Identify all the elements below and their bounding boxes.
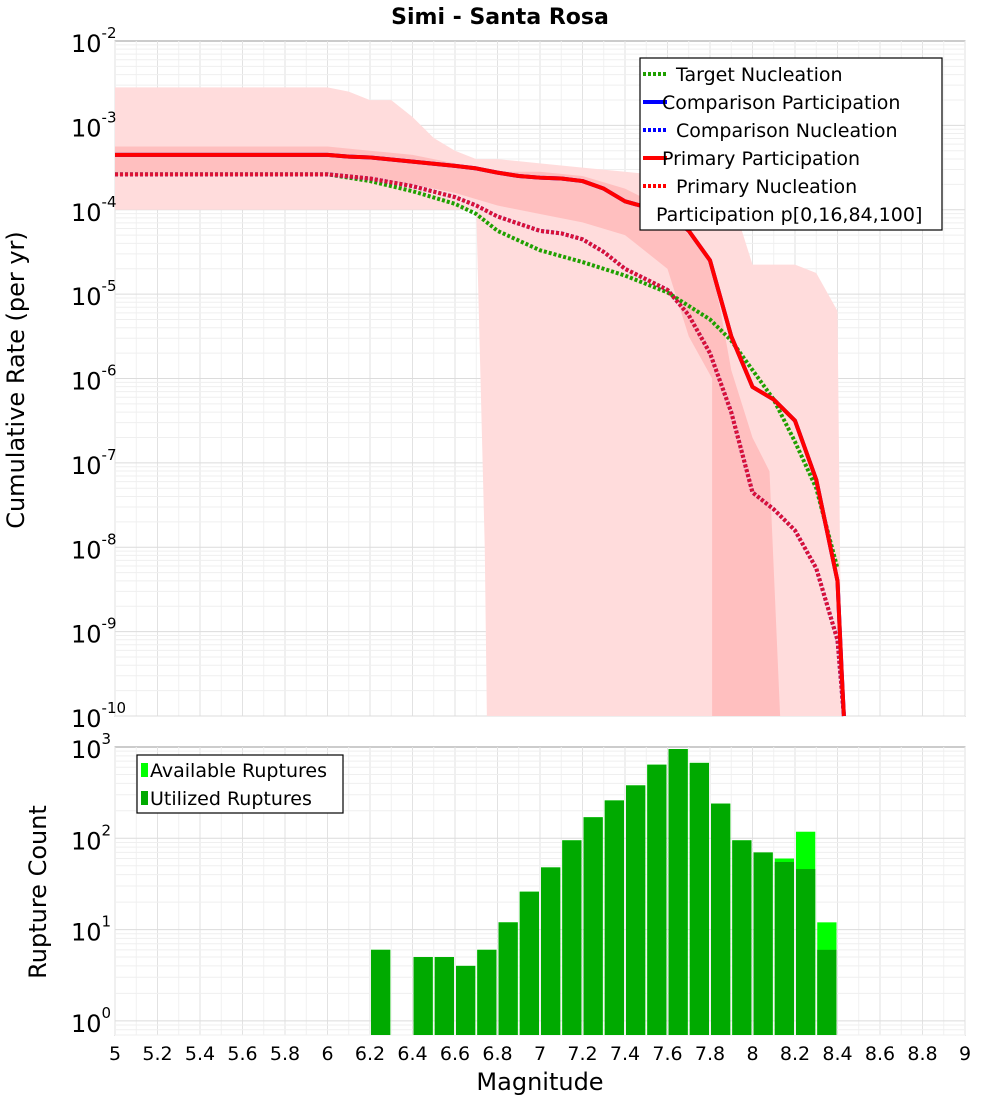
bottom-legend-label: Available Ruptures <box>150 760 327 782</box>
bottom-x-ticks: 5 5.2 5.4 5.6 5.8 6 6.2 6.4 6.6 6.8 7 7.2 7.4 7.6 7.8 8… <box>109 1043 971 1065</box>
top-y-tick-label: 10-8 <box>71 530 117 564</box>
bar-utilized <box>604 800 624 1035</box>
top-y-tick-label: 10-3 <box>71 108 117 142</box>
band-p16-p84 <box>115 146 781 716</box>
x-tick-label: 5.6 <box>227 1043 257 1065</box>
top-legend-label: Target Nucleation <box>675 64 843 86</box>
bar-utilized <box>711 803 731 1035</box>
x-tick-label: 7 <box>534 1043 546 1065</box>
x-tick-label: 6.4 <box>397 1043 427 1065</box>
top-y-tick-label: 10-4 <box>71 193 117 227</box>
x-tick-label: 6.6 <box>440 1043 470 1065</box>
top-bands <box>115 87 842 716</box>
bottom-legend-box <box>136 754 344 814</box>
top-y-ticks: 10-10 10-9 10-8 10-7 10-6 10-5 10-4 10-3 10-2 <box>71 24 126 733</box>
top-y-tick-label: 10-9 <box>71 615 117 649</box>
x-tick-label: 5.4 <box>185 1043 215 1065</box>
x-tick-label: 8.6 <box>865 1043 895 1065</box>
bottom-y-ticks: 100 101 102 103 <box>71 730 111 1038</box>
top-y-tick-label: 10-5 <box>71 277 117 311</box>
top-plot: 10-10 10-9 10-8 10-7 10-6 10-5 10-4 10-3 10-2 Si… <box>2 5 966 733</box>
bar-utilized <box>732 840 752 1035</box>
bar-utilized <box>583 817 603 1035</box>
bar-utilized <box>647 764 667 1035</box>
x-tick-label: 8 <box>746 1043 758 1065</box>
bar-utilized <box>626 785 646 1035</box>
bar-utilized <box>413 957 433 1035</box>
bottom-legend: Available Ruptures Utilized Ruptures <box>136 754 344 814</box>
bar-utilized <box>456 965 476 1035</box>
x-tick-label: 7.8 <box>695 1043 725 1065</box>
bar-utilized <box>817 949 837 1035</box>
top-legend-label: Participation p[0,16,84,100] <box>656 204 922 226</box>
bar-utilized <box>668 749 688 1035</box>
x-tick-label: 8.4 <box>822 1043 852 1065</box>
series-primary-participation <box>115 152 846 717</box>
bar-utilized <box>477 949 497 1035</box>
bottom-y-tick-label: 103 <box>71 730 111 764</box>
x-tick-label: 7.2 <box>567 1043 597 1065</box>
top-y-axis-label: Cumulative Rate (per yr) <box>2 231 30 529</box>
chart-title: Simi - Santa Rosa <box>391 5 609 30</box>
top-legend-label: Comparison Participation <box>662 92 900 114</box>
bottom-y-axis-label: Rupture Count <box>24 805 52 979</box>
bar-utilized <box>689 762 709 1035</box>
bar-utilized <box>498 922 518 1035</box>
x-tick-label: 9 <box>959 1043 971 1065</box>
bar-utilized <box>774 861 794 1035</box>
bottom-bars <box>371 749 837 1035</box>
bar-utilized <box>753 852 773 1035</box>
bar-utilized <box>434 957 454 1035</box>
x-tick-label: 5 <box>109 1043 121 1065</box>
x-tick-label: 8.8 <box>907 1043 937 1065</box>
x-tick-label: 7.6 <box>652 1043 682 1065</box>
top-legend-label: Primary Nucleation <box>676 176 857 198</box>
bar-utilized <box>796 869 816 1035</box>
bar-utilized <box>371 949 391 1035</box>
top-y-tick-label: 10-6 <box>71 362 117 396</box>
x-tick-label: 5.8 <box>270 1043 300 1065</box>
bar-utilized <box>562 840 582 1035</box>
series-target-nucleation <box>115 172 840 569</box>
bottom-legend-label: Utilized Ruptures <box>150 788 312 810</box>
bottom-legend-swatch <box>141 763 148 777</box>
bottom-legend-swatch <box>141 791 148 805</box>
x-tick-label: 6 <box>321 1043 333 1065</box>
bottom-y-tick-label: 102 <box>71 821 111 855</box>
top-series <box>115 152 846 717</box>
top-y-tick-label: 10-2 <box>71 24 117 58</box>
x-tick-label: 8.2 <box>780 1043 810 1065</box>
bottom-y-tick-label: 101 <box>71 913 111 947</box>
top-legend: Target Nucleation Comparison Participatio… <box>639 57 943 231</box>
top-y-tick-label: 10-7 <box>71 446 117 480</box>
top-legend-label: Comparison Nucleation <box>676 120 898 142</box>
series-primary-nucleation <box>115 172 846 717</box>
top-y-tick-label: 10-10 <box>71 699 126 733</box>
x-axis-label: Magnitude <box>476 1068 603 1096</box>
x-tick-label: 7.4 <box>610 1043 640 1065</box>
x-tick-label: 6.8 <box>482 1043 512 1065</box>
bar-utilized <box>519 891 539 1035</box>
bar-utilized <box>541 867 561 1035</box>
x-tick-label: 6.2 <box>355 1043 385 1065</box>
bottom-plot: 100 101 102 103 5 5.2 5.4 5.6 5.8 6 6.2 6.4 6.6 6.8 7… <box>24 730 971 1096</box>
bottom-y-tick-label: 100 <box>71 1004 111 1038</box>
x-tick-label: 5.2 <box>142 1043 172 1065</box>
top-legend-label: Primary Participation <box>662 148 860 170</box>
top-legend-box <box>639 57 943 231</box>
